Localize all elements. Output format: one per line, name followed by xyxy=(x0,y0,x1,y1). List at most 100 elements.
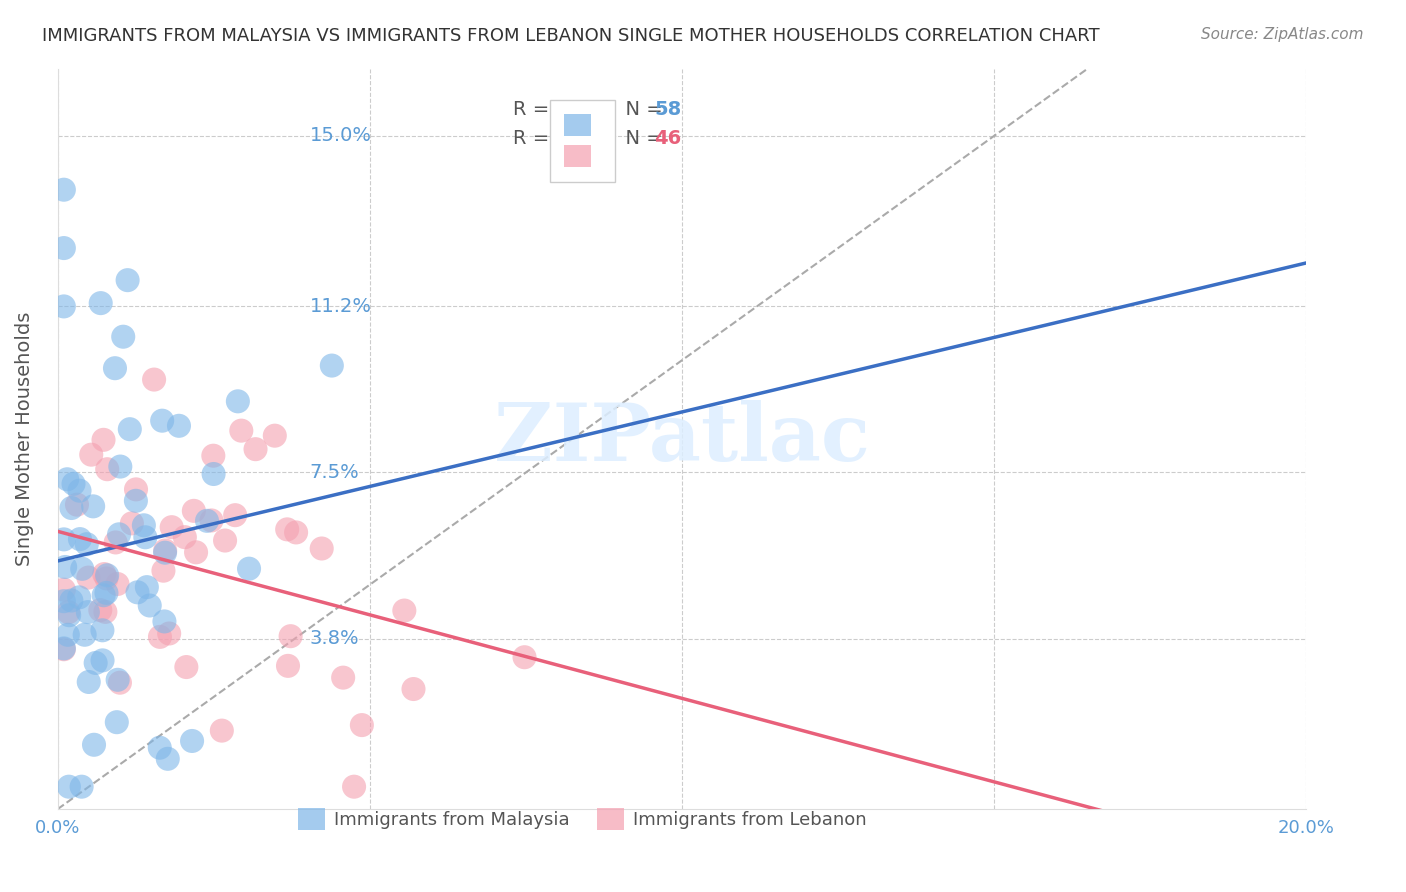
Point xyxy=(125,493,148,508)
Point xyxy=(160,520,183,534)
Point xyxy=(69,483,91,498)
Text: 7.5%: 7.5% xyxy=(309,463,360,482)
Text: 11.2%: 11.2% xyxy=(309,297,371,316)
Point xyxy=(195,514,218,528)
Point xyxy=(245,442,267,457)
Point xyxy=(153,615,176,629)
Point xyxy=(143,373,166,387)
Point xyxy=(93,588,115,602)
Point xyxy=(107,577,129,591)
Point xyxy=(73,628,96,642)
Point xyxy=(125,483,148,497)
Y-axis label: Single Mother Households: Single Mother Households xyxy=(15,311,34,566)
Point xyxy=(149,740,172,755)
Point xyxy=(62,476,84,491)
Point xyxy=(157,626,180,640)
Text: IMMIGRANTS FROM MALAYSIA VS IMMIGRANTS FROM LEBANON SINGLE MOTHER HOUSEHOLDS COR: IMMIGRANTS FROM MALAYSIA VS IMMIGRANTS F… xyxy=(42,27,1099,45)
Point xyxy=(127,585,149,599)
Point xyxy=(60,593,83,607)
Point xyxy=(173,530,195,544)
Point xyxy=(52,582,75,597)
Point xyxy=(156,752,179,766)
Point xyxy=(183,504,205,518)
Point xyxy=(96,571,118,585)
Point xyxy=(110,459,132,474)
Point xyxy=(91,624,114,638)
Point xyxy=(52,594,75,608)
Point xyxy=(90,296,112,310)
Text: 0.029: 0.029 xyxy=(551,129,612,148)
Point xyxy=(118,422,141,436)
Point xyxy=(89,603,111,617)
Point xyxy=(58,608,80,623)
Point xyxy=(200,513,222,527)
Point xyxy=(70,562,93,576)
Point xyxy=(332,671,354,685)
Point xyxy=(56,628,79,642)
Point xyxy=(70,780,93,794)
Point xyxy=(238,562,260,576)
Point xyxy=(214,533,236,548)
Point xyxy=(108,527,131,541)
Point xyxy=(52,241,75,255)
Text: 58: 58 xyxy=(655,100,682,119)
Point xyxy=(181,734,204,748)
Point xyxy=(202,467,225,481)
Point xyxy=(91,653,114,667)
Point xyxy=(104,361,127,376)
Point xyxy=(149,630,172,644)
Point xyxy=(277,658,299,673)
Point xyxy=(224,508,246,523)
Point xyxy=(176,660,198,674)
Point xyxy=(52,642,75,657)
Point xyxy=(276,522,298,536)
Point xyxy=(132,518,155,533)
Point xyxy=(513,650,536,665)
Point xyxy=(83,738,105,752)
Point xyxy=(280,629,302,643)
Text: Source: ZipAtlas.com: Source: ZipAtlas.com xyxy=(1201,27,1364,42)
Point xyxy=(394,603,416,617)
Point xyxy=(311,541,333,556)
Point xyxy=(58,605,80,619)
Point xyxy=(104,535,127,549)
Point xyxy=(152,564,174,578)
Point xyxy=(53,560,76,574)
Point xyxy=(96,568,118,582)
Point xyxy=(96,586,118,600)
Point xyxy=(67,591,90,605)
Text: 0.0%: 0.0% xyxy=(35,819,80,837)
Point xyxy=(93,567,115,582)
Point xyxy=(121,516,143,531)
Text: 0.220: 0.220 xyxy=(551,100,612,119)
Point xyxy=(52,533,75,547)
Point xyxy=(153,543,176,558)
Point xyxy=(150,414,173,428)
Point xyxy=(76,605,98,619)
Point xyxy=(66,498,89,512)
Point xyxy=(202,449,225,463)
Point xyxy=(167,418,190,433)
Point xyxy=(52,183,75,197)
Point xyxy=(60,501,83,516)
Point xyxy=(138,599,160,613)
Text: N =: N = xyxy=(613,129,669,148)
Point xyxy=(56,472,79,486)
Point xyxy=(226,394,249,409)
Text: R =: R = xyxy=(513,129,555,148)
Point xyxy=(107,673,129,687)
Point xyxy=(134,530,156,544)
Point xyxy=(82,500,104,514)
Point xyxy=(80,448,103,462)
Point xyxy=(96,462,118,476)
Legend: Immigrants from Malaysia, Immigrants from Lebanon: Immigrants from Malaysia, Immigrants fro… xyxy=(284,794,880,845)
Point xyxy=(93,433,115,447)
Point xyxy=(108,675,131,690)
Point xyxy=(77,675,100,690)
Point xyxy=(105,715,128,730)
Point xyxy=(285,525,308,540)
Text: 20.0%: 20.0% xyxy=(1278,819,1334,837)
Point xyxy=(321,359,343,373)
Point xyxy=(402,681,425,696)
Point xyxy=(52,641,75,656)
